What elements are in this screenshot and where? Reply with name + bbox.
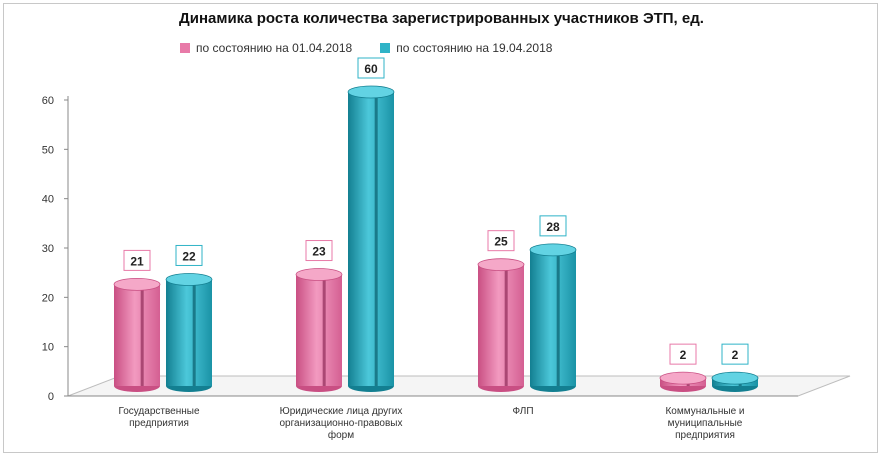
data-label: 23: [312, 245, 326, 259]
data-label: 28: [546, 220, 560, 234]
legend-item-series-2: по состоянию на 19.04.2018: [380, 41, 552, 55]
bar-0-0: [113, 277, 161, 392]
bar-top: [295, 268, 343, 281]
bar-top: [165, 273, 213, 286]
bar-crease: [322, 278, 326, 386]
bar-body: [530, 249, 576, 386]
x-tick-label: Государственные предприятия: [118, 406, 200, 429]
data-label-box: [305, 240, 333, 262]
data-label: 2: [680, 348, 687, 362]
bar-body: [478, 264, 524, 386]
legend-swatch-series-2: [380, 43, 391, 53]
bar-crease: [504, 268, 508, 386]
data-label: 25: [494, 235, 508, 249]
bar-body: [166, 279, 212, 386]
y-tick-label: 40: [42, 194, 54, 206]
chart-legend: по состоянию на 01.04.2018 по состоянию …: [180, 41, 552, 55]
x-tick-label: Коммунальные и муниципальные предприятия: [665, 406, 744, 441]
x-tick-label: Юридические лица других организационно-пр…: [280, 406, 403, 441]
bar-crease: [556, 253, 560, 386]
y-tick-label: 20: [42, 292, 54, 304]
bar-top: [659, 371, 707, 385]
bar-crease: [192, 283, 196, 386]
x-tick-label: ФЛП: [512, 406, 533, 417]
data-label: 21: [130, 254, 144, 268]
x-tick-label-line: Коммунальные и: [665, 406, 744, 417]
data-label-box: [357, 57, 385, 79]
x-tick-label-line: Государственные: [118, 406, 200, 417]
data-label: 60: [364, 62, 378, 76]
bar-0-1: [165, 273, 213, 392]
data-label-box: [487, 230, 515, 252]
bar-top: [347, 85, 395, 99]
legend-item-series-1: по состоянию на 01.04.2018: [180, 41, 352, 55]
bar-1-0: [295, 268, 343, 392]
bar-body: [348, 92, 394, 386]
bar-top: [113, 277, 161, 291]
data-label: 22: [182, 249, 196, 263]
chart-title: Динамика роста количества зарегистрирова…: [179, 10, 704, 27]
bar-2-0: [477, 258, 525, 392]
y-tick-label: 30: [42, 243, 54, 255]
x-tick-label-line: ФЛП: [512, 406, 533, 417]
bar-body: [296, 274, 342, 386]
bar-1-1: [347, 85, 395, 392]
bar-top: [711, 371, 759, 385]
bar-top: [529, 243, 577, 257]
bar-crease: [140, 288, 144, 386]
data-label: 2: [732, 348, 739, 362]
x-tick-label-line: Юридические лица других: [280, 406, 403, 417]
x-tick-label-line: форм: [328, 429, 354, 441]
legend-label-series-2: по состоянию на 19.04.2018: [396, 41, 553, 55]
data-label-box: [175, 244, 203, 266]
bar-top: [477, 258, 525, 272]
legend-label-series-1: по состоянию на 01.04.2018: [196, 41, 353, 55]
bar-crease: [374, 96, 378, 386]
x-tick-label-line: муниципальные: [668, 418, 743, 429]
data-label-box: [721, 343, 749, 365]
y-tick-label: 50: [42, 144, 54, 156]
bar-2-1: [529, 243, 577, 392]
y-tick-label: 60: [42, 95, 54, 107]
data-label-box: [123, 249, 151, 271]
data-label-box: [539, 215, 567, 237]
bar-3-0: [659, 371, 707, 392]
bar-3-1: [711, 371, 759, 392]
y-tick-label: 0: [48, 391, 54, 403]
x-tick-label-line: организационно-правовых: [280, 418, 403, 429]
x-tick-label-line: предприятия: [675, 430, 735, 441]
bar-body: [114, 284, 160, 386]
y-tick-label: 10: [42, 342, 54, 354]
legend-swatch-series-1: [180, 43, 190, 53]
x-tick-label-line: предприятия: [129, 418, 189, 429]
data-label-box: [669, 343, 697, 365]
